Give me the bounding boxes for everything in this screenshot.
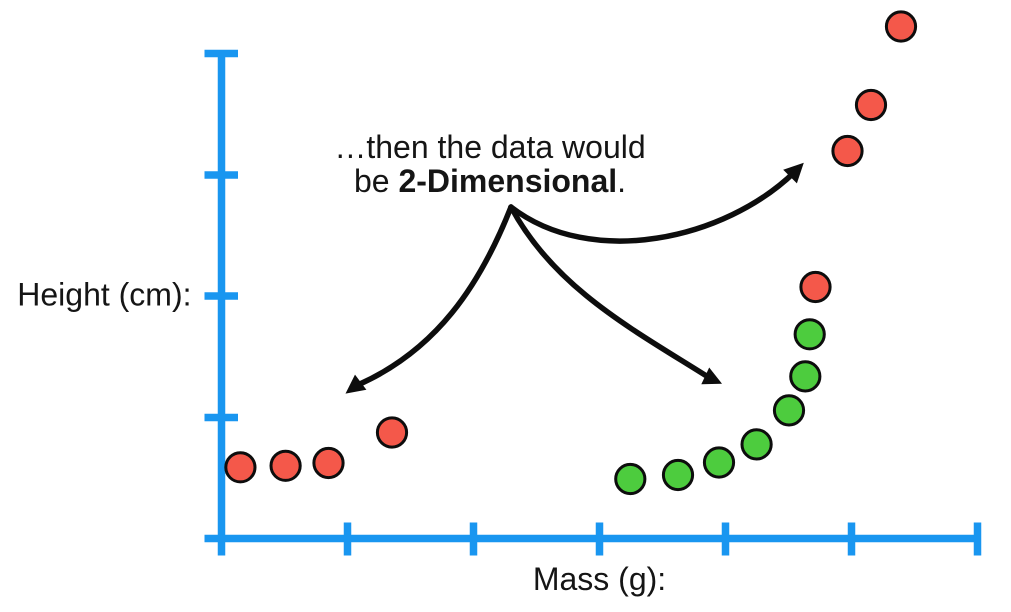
svg-text:…then the data would: …then the data would [334,129,645,165]
svg-text:Height (cm):: Height (cm): [17,277,191,313]
svg-text:be 2-Dimensional.: be 2-Dimensional. [354,163,626,199]
svg-text:Mass (g):: Mass (g): [533,561,666,597]
